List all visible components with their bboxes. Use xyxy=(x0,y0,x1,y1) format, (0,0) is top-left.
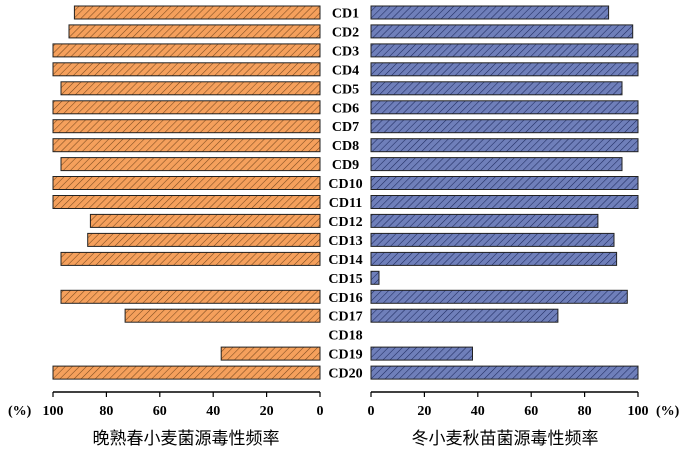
right-bar-cd5 xyxy=(370,81,623,96)
category-label-cd19: CD19 xyxy=(328,348,362,363)
right-bar-cd17 xyxy=(370,308,559,323)
left-axis-unit: (%) xyxy=(8,404,32,419)
left-bar-cd6 xyxy=(52,100,321,115)
right-bar-cd7 xyxy=(370,119,639,134)
left-bar-cd17 xyxy=(124,308,321,323)
left-bar-cd11 xyxy=(52,195,321,209)
right-bar-cd6 xyxy=(370,100,639,115)
right-axis-title: 冬小麦秋苗菌源毒性频率 xyxy=(412,429,599,449)
category-label-cd13: CD13 xyxy=(328,234,362,249)
category-label-cd20: CD20 xyxy=(328,367,362,382)
left-axis-tick-label: 60 xyxy=(153,404,167,419)
left-axis-tick-label: 0 xyxy=(317,404,324,419)
right-axis-tick-label: 100 xyxy=(628,404,649,419)
right-axis-tick-label: 40 xyxy=(471,404,485,419)
left-axis-tick-label: 20 xyxy=(260,404,274,419)
category-label-cd17: CD17 xyxy=(328,310,362,325)
left-bar-cd10 xyxy=(52,176,321,190)
right-bar-cd8 xyxy=(370,138,639,153)
left-bar-cd1 xyxy=(73,5,321,20)
category-label-cd8: CD8 xyxy=(332,139,359,154)
left-bar-cd16 xyxy=(60,289,321,304)
right-axis-unit: (%) xyxy=(656,404,680,419)
right-bar-cd10 xyxy=(370,176,639,190)
category-label-cd14: CD14 xyxy=(328,253,362,268)
left-bar-cd3 xyxy=(52,43,321,58)
right-bar-cd13 xyxy=(370,232,615,247)
right-axis-tick-label: 60 xyxy=(524,404,538,419)
right-axis-ticks: 0 20 40 60 80 100 xyxy=(368,392,649,419)
category-label-cd18: CD18 xyxy=(328,329,362,344)
category-label-cd1: CD1 xyxy=(332,7,359,22)
category-label-cd6: CD6 xyxy=(332,101,359,116)
category-label-cd3: CD3 xyxy=(332,44,359,59)
right-bar-cd9 xyxy=(370,157,623,172)
left-bar-cd4 xyxy=(52,62,321,77)
left-bar-cd2 xyxy=(68,24,321,39)
right-bar-cd14 xyxy=(370,251,618,266)
category-label-cd16: CD16 xyxy=(328,291,362,306)
category-label-cd9: CD9 xyxy=(332,158,359,173)
right-bars xyxy=(370,5,639,380)
left-axis-ticks: 100 80 60 40 20 0 xyxy=(43,392,324,419)
category-label-cd5: CD5 xyxy=(332,82,359,97)
right-bar-cd20 xyxy=(370,365,639,380)
right-bar-cd2 xyxy=(370,24,634,39)
category-label-cd12: CD12 xyxy=(328,215,362,230)
right-bar-cd11 xyxy=(370,195,639,209)
right-bar-cd3 xyxy=(370,43,639,58)
left-bar-cd8 xyxy=(52,138,321,153)
left-bars xyxy=(52,5,321,380)
right-bar-cd12 xyxy=(370,213,599,228)
right-axis-tick-label: 20 xyxy=(417,404,431,419)
category-label-cd2: CD2 xyxy=(332,26,359,41)
left-bar-cd9 xyxy=(60,157,321,172)
right-bar-cd16 xyxy=(370,289,628,304)
category-label-cd10: CD10 xyxy=(328,177,362,192)
left-axis-title: 晚熟春小麦菌源毒性频率 xyxy=(93,428,280,449)
right-bar-cd4 xyxy=(370,62,639,77)
left-axis-tick-label: 80 xyxy=(99,404,113,419)
category-label-cd7: CD7 xyxy=(332,120,359,135)
left-axis-tick-label: 40 xyxy=(206,404,220,419)
left-bar-cd14 xyxy=(60,251,321,266)
right-bar-cd19 xyxy=(370,346,473,361)
left-axis-tick-label: 100 xyxy=(43,404,64,419)
right-bar-cd1 xyxy=(370,5,610,20)
left-bar-cd7 xyxy=(52,119,321,134)
category-label-cd4: CD4 xyxy=(332,63,359,78)
right-bar-cd15 xyxy=(370,270,380,285)
left-bar-cd5 xyxy=(60,81,321,96)
right-axis-tick-label: 0 xyxy=(368,404,375,419)
category-label-cd11: CD11 xyxy=(329,196,362,211)
left-bar-cd13 xyxy=(87,232,321,247)
left-bar-cd12 xyxy=(89,213,321,228)
category-labels: CD1 CD2 CD3 CD4 CD5 CD6 CD7 CD8 CD9 CD10 CD11 CD12 C… xyxy=(328,7,362,382)
category-label-cd15: CD15 xyxy=(328,272,362,287)
left-bar-cd19 xyxy=(220,346,321,361)
left-bar-cd20 xyxy=(52,365,321,380)
right-axis-tick-label: 80 xyxy=(578,404,592,419)
